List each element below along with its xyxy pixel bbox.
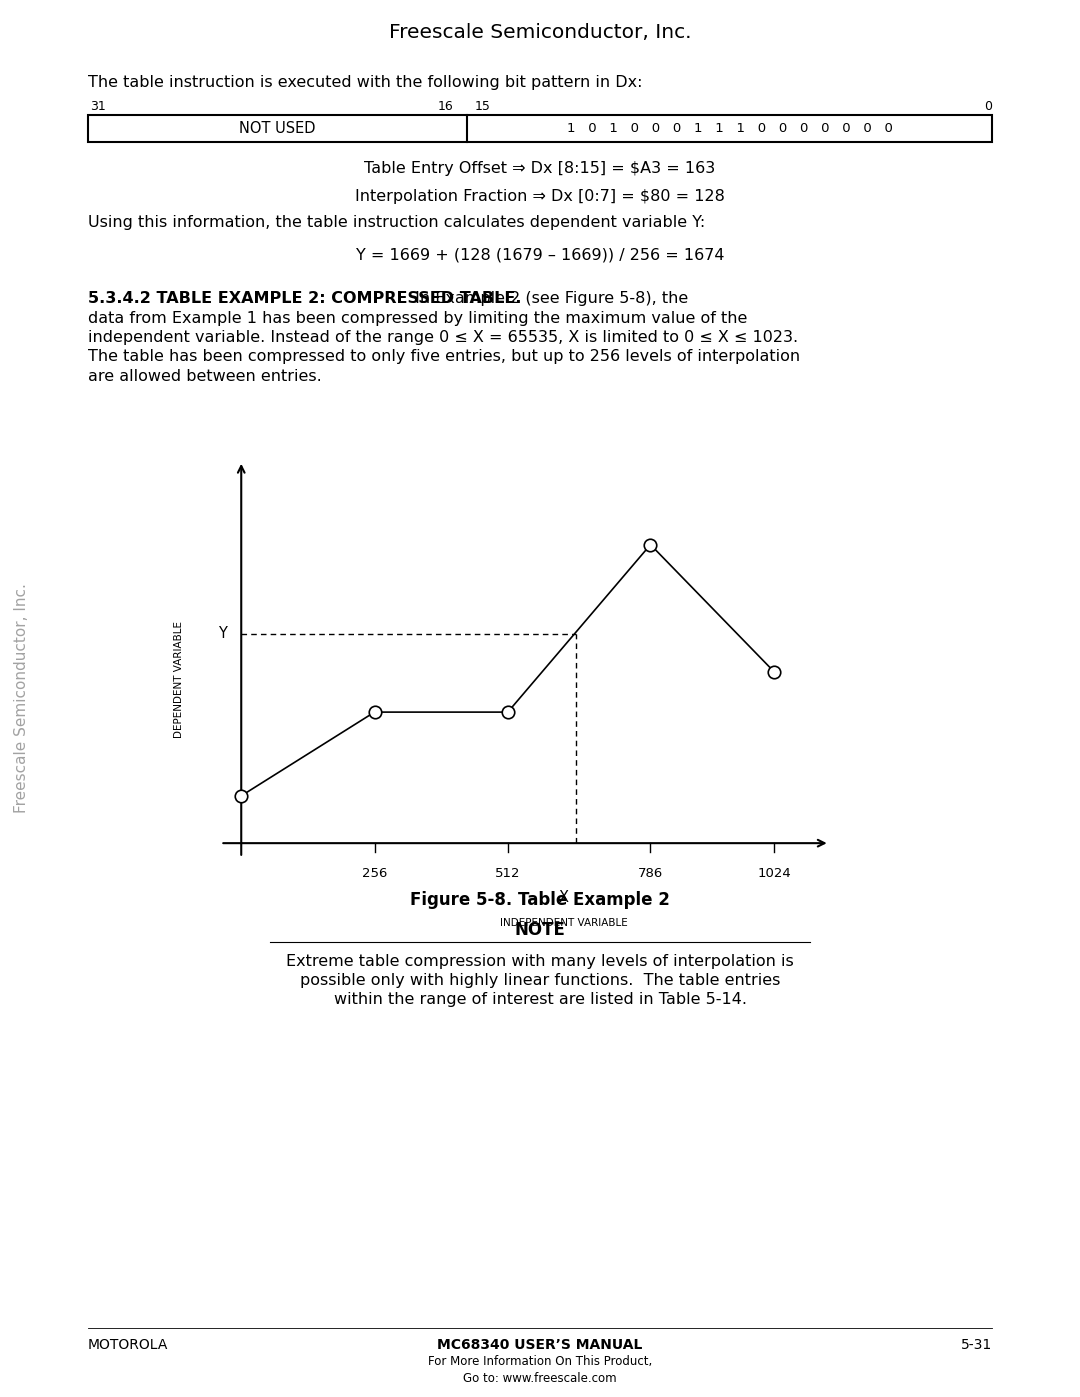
Text: Y: Y xyxy=(218,626,227,641)
Text: Go to: www.freescale.com: Go to: www.freescale.com xyxy=(463,1372,617,1384)
Bar xyxy=(87,115,993,142)
Text: NOT USED: NOT USED xyxy=(240,122,315,136)
Text: 0: 0 xyxy=(984,101,993,113)
Text: Freescale Semiconductor, Inc.: Freescale Semiconductor, Inc. xyxy=(14,584,29,813)
Text: are allowed between entries.: are allowed between entries. xyxy=(87,369,322,384)
Text: NOTE: NOTE xyxy=(514,921,566,939)
Text: The table instruction is executed with the following bit pattern in Dx:: The table instruction is executed with t… xyxy=(87,74,643,89)
Text: Figure 5-8. Table Example 2: Figure 5-8. Table Example 2 xyxy=(410,891,670,909)
Text: MOTOROLA: MOTOROLA xyxy=(87,1338,168,1352)
Text: 786: 786 xyxy=(638,866,663,880)
Text: In Example 2 (see Figure 5-8), the: In Example 2 (see Figure 5-8), the xyxy=(409,291,688,306)
Text: 512: 512 xyxy=(495,866,521,880)
Text: Freescale Semiconductor, Inc.: Freescale Semiconductor, Inc. xyxy=(389,22,691,42)
Text: INDEPENDENT VARIABLE: INDEPENDENT VARIABLE xyxy=(500,918,627,928)
Text: 31: 31 xyxy=(90,101,106,113)
Text: DEPENDENT VARIABLE: DEPENDENT VARIABLE xyxy=(174,620,184,738)
Text: Table Entry Offset ⇒ Dx [8:15] = $A3 = 163: Table Entry Offset ⇒ Dx [8:15] = $A3 = 1… xyxy=(364,161,716,176)
Text: Y = 1669 + (128 (1679 – 1669)) / 256 = 1674: Y = 1669 + (128 (1679 – 1669)) / 256 = 1… xyxy=(355,247,725,263)
Text: 5.3.4.2 TABLE EXAMPLE 2: COMPRESSED TABLE.: 5.3.4.2 TABLE EXAMPLE 2: COMPRESSED TABL… xyxy=(87,291,522,306)
Text: 5-31: 5-31 xyxy=(961,1338,993,1352)
Text: 16: 16 xyxy=(437,101,453,113)
Text: Interpolation Fraction ⇒ Dx [0:7] = $80 = 128: Interpolation Fraction ⇒ Dx [0:7] = $80 … xyxy=(355,190,725,204)
Text: For More Information On This Product,: For More Information On This Product, xyxy=(428,1355,652,1369)
Text: independent variable. Instead of the range 0 ≤ X = 65535, X is limited to 0 ≤ X : independent variable. Instead of the ran… xyxy=(87,330,798,345)
Text: X: X xyxy=(559,890,569,905)
Text: MC68340 USER’S MANUAL: MC68340 USER’S MANUAL xyxy=(437,1338,643,1352)
Text: within the range of interest are listed in Table 5-14.: within the range of interest are listed … xyxy=(334,992,746,1007)
Text: The table has been compressed to only five entries, but up to 256 levels of inte: The table has been compressed to only fi… xyxy=(87,349,800,365)
Text: 256: 256 xyxy=(362,866,388,880)
Text: 1   0   1   0   0   0   1   1   1   0   0   0   0   0   0   0: 1 0 1 0 0 0 1 1 1 0 0 0 0 0 0 0 xyxy=(567,122,892,136)
Text: possible only with highly linear functions.  The table entries: possible only with highly linear functio… xyxy=(300,972,780,988)
Text: 1024: 1024 xyxy=(757,866,792,880)
Text: Using this information, the table instruction calculates dependent variable Y:: Using this information, the table instru… xyxy=(87,215,705,229)
Text: data from Example 1 has been compressed by limiting the maximum value of the: data from Example 1 has been compressed … xyxy=(87,310,747,326)
Text: Extreme table compression with many levels of interpolation is: Extreme table compression with many leve… xyxy=(286,954,794,970)
Text: 15: 15 xyxy=(475,101,491,113)
